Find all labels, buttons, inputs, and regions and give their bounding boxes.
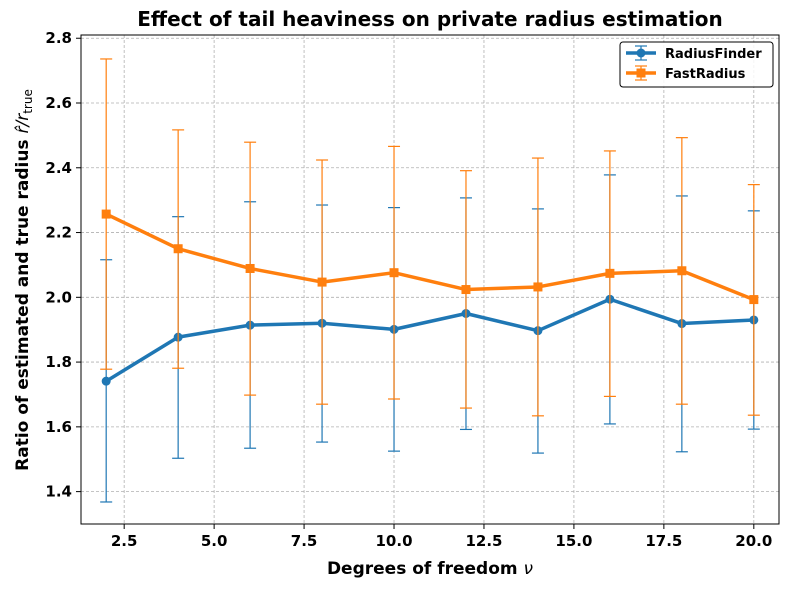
y-tick-label: 2.0 [45, 288, 72, 306]
data-point [101, 209, 111, 219]
grid-lines [81, 35, 779, 524]
legend-label: FastRadius [665, 67, 746, 82]
legend-label: RadiusFinder [665, 47, 762, 62]
data-point [461, 285, 471, 295]
x-axis-label: Degrees of freedom ν [327, 559, 534, 579]
data-point [101, 376, 111, 386]
legend: RadiusFinder FastRadius [619, 41, 774, 88]
plot-frame [80, 34, 780, 525]
x-tick-label: 5.0 [201, 532, 228, 550]
chart-title: Effect of tail heaviness on private radi… [137, 7, 723, 31]
data-point [173, 244, 183, 254]
x-tick-label: 2.5 [111, 532, 138, 550]
series-line [105, 212, 755, 302]
x-tick-label: 10.0 [376, 532, 413, 550]
legend-item-fastradius: FastRadius [626, 65, 746, 82]
legend-item-radiusfinder: RadiusFinder [626, 45, 762, 62]
data-point [605, 268, 615, 278]
data-point [677, 266, 687, 276]
data-point [749, 295, 759, 305]
x-tick-label: 12.5 [465, 532, 502, 550]
y-axis-label: Ratio of estimated and true radius r̂/rt… [13, 89, 35, 471]
y-tick-label: 1.6 [45, 418, 72, 436]
data-point [533, 282, 543, 292]
x-tick-label: 7.5 [291, 532, 318, 550]
x-tick-label: 20.0 [735, 532, 772, 550]
y-tick-label: 1.8 [45, 353, 72, 371]
x-tick-label: 17.5 [645, 532, 682, 550]
x-axis-ticks: 2.5 5.0 7.5 10.0 12.5 15.0 17.5 20.0 [111, 524, 772, 550]
series-line [105, 297, 754, 383]
y-tick-label: 2.4 [45, 159, 72, 177]
y-tick-label: 2.6 [45, 94, 72, 112]
series-radiusfinder [100, 174, 760, 503]
y-tick-label: 2.2 [45, 224, 72, 242]
legend-box [619, 41, 774, 88]
data-point [389, 268, 399, 278]
y-tick-label: 2.8 [45, 29, 72, 47]
y-tick-label: 1.4 [45, 483, 72, 501]
data-point [245, 263, 255, 273]
series-layer [100, 58, 760, 503]
legend-items: RadiusFinder FastRadius [626, 45, 762, 82]
x-tick-label: 15.0 [555, 532, 592, 550]
y-axis-ticks: 1.4 1.6 1.8 2.0 2.2 2.4 2.6 2.8 [45, 29, 81, 501]
data-point [317, 277, 327, 287]
legend-marker [636, 48, 646, 58]
series-fastradius [100, 58, 760, 417]
legend-marker [636, 68, 646, 78]
